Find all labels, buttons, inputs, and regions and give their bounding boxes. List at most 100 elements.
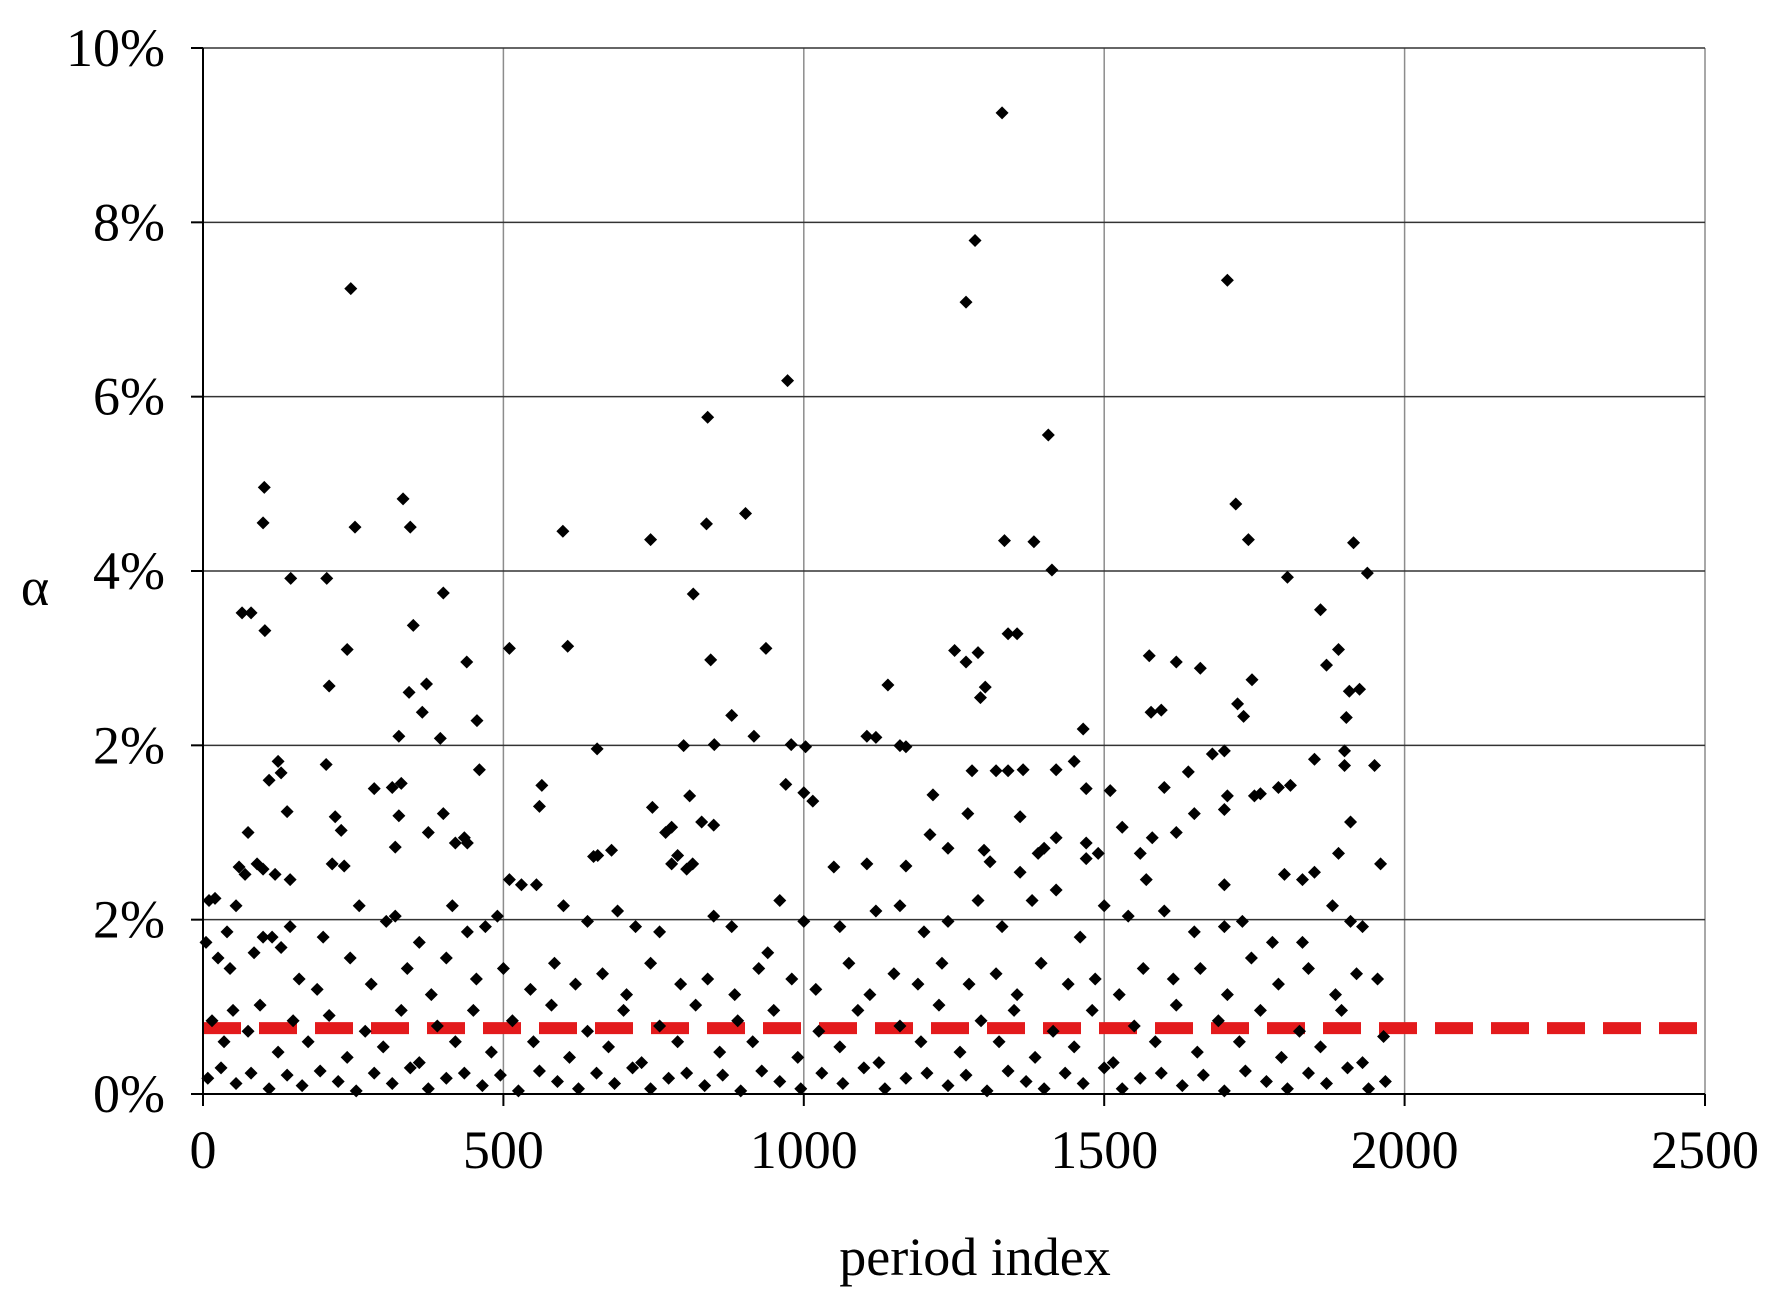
data-point xyxy=(1332,642,1346,656)
data-point xyxy=(229,899,243,913)
data-point xyxy=(421,826,435,839)
data-point xyxy=(683,789,697,803)
data-point xyxy=(475,1079,489,1093)
data-point xyxy=(1211,1014,1225,1028)
data-point xyxy=(1127,1019,1141,1033)
data-point xyxy=(948,643,962,657)
data-point xyxy=(1371,972,1385,986)
data-point xyxy=(274,766,288,780)
data-point xyxy=(457,1066,471,1080)
data-point xyxy=(1133,846,1147,860)
data-point xyxy=(344,282,358,296)
y-tick-label: 0% xyxy=(93,1064,165,1124)
data-point xyxy=(1169,826,1183,839)
data-point xyxy=(812,1024,826,1038)
data-point xyxy=(568,977,582,991)
data-point xyxy=(211,951,225,965)
y-tick-label: 2% xyxy=(93,715,165,775)
data-point xyxy=(396,492,410,506)
data-point xyxy=(1344,914,1358,928)
data-point xyxy=(505,1014,519,1028)
data-point xyxy=(932,998,946,1012)
data-point xyxy=(1341,1061,1355,1075)
data-point xyxy=(265,930,279,944)
data-point xyxy=(436,807,450,821)
data-point xyxy=(1271,977,1285,991)
data-point xyxy=(716,1068,730,1082)
data-point xyxy=(899,859,913,873)
data-point xyxy=(1356,920,1370,934)
data-point xyxy=(645,800,659,814)
data-point xyxy=(1238,1064,1252,1078)
data-point xyxy=(502,873,516,887)
data-point xyxy=(334,823,348,837)
data-point xyxy=(941,841,955,855)
data-point xyxy=(556,899,570,913)
data-point xyxy=(581,914,595,928)
data-point xyxy=(1338,759,1352,773)
data-point xyxy=(699,517,713,531)
data-point xyxy=(644,1082,658,1096)
data-point xyxy=(550,1074,564,1088)
data-point xyxy=(635,1056,649,1070)
data-point xyxy=(1193,661,1207,675)
data-point xyxy=(412,1056,426,1070)
data-point xyxy=(680,1066,694,1080)
data-point xyxy=(535,778,549,792)
data-point xyxy=(1154,1066,1168,1080)
data-point xyxy=(493,1068,507,1082)
data-point xyxy=(671,849,685,863)
data-point xyxy=(978,680,992,694)
data-point xyxy=(707,909,721,923)
data-point xyxy=(469,972,483,986)
data-point xyxy=(460,925,474,939)
data-point xyxy=(502,641,516,655)
data-point xyxy=(271,1045,285,1059)
data-point xyxy=(881,678,895,692)
data-point xyxy=(1091,846,1105,860)
data-point xyxy=(713,1045,727,1059)
data-point xyxy=(325,857,339,871)
data-point xyxy=(343,951,357,965)
data-point xyxy=(1342,684,1356,698)
y-tick-labels: 0% 2% 2% 4% 6% 8% 10% xyxy=(66,18,165,1124)
data-point xyxy=(1175,1079,1189,1093)
y-tick-label: 6% xyxy=(93,367,165,427)
data-point xyxy=(430,1019,444,1033)
data-point xyxy=(199,935,213,949)
data-point xyxy=(707,818,721,832)
data-point xyxy=(1010,627,1024,641)
data-point xyxy=(974,1014,988,1028)
data-point xyxy=(878,1082,892,1096)
data-point xyxy=(367,1066,381,1080)
data-point xyxy=(284,571,298,585)
data-point xyxy=(247,946,261,960)
data-point xyxy=(605,843,619,857)
data-point xyxy=(385,781,399,795)
data-point xyxy=(274,941,288,955)
data-point xyxy=(1115,820,1129,834)
data-point xyxy=(340,642,354,656)
data-point xyxy=(899,1071,913,1085)
data-point xyxy=(1001,627,1015,641)
data-point xyxy=(364,977,378,991)
data-point xyxy=(1259,1074,1273,1088)
data-point xyxy=(665,857,679,871)
data-point xyxy=(1181,765,1195,779)
data-point xyxy=(833,920,847,934)
data-point xyxy=(244,1066,258,1080)
data-point xyxy=(283,920,297,934)
data-point xyxy=(995,106,1009,120)
data-point xyxy=(1319,1077,1333,1091)
data-point xyxy=(941,914,955,928)
data-point xyxy=(596,967,610,981)
data-point xyxy=(1097,899,1111,913)
data-point xyxy=(1217,744,1231,758)
x-tick-label: 1000 xyxy=(750,1120,858,1180)
data-point xyxy=(1265,935,1279,949)
data-point xyxy=(241,826,255,839)
data-point xyxy=(953,1045,967,1059)
data-point xyxy=(1142,649,1156,663)
data-point xyxy=(1374,857,1388,871)
data-point xyxy=(1013,865,1027,879)
